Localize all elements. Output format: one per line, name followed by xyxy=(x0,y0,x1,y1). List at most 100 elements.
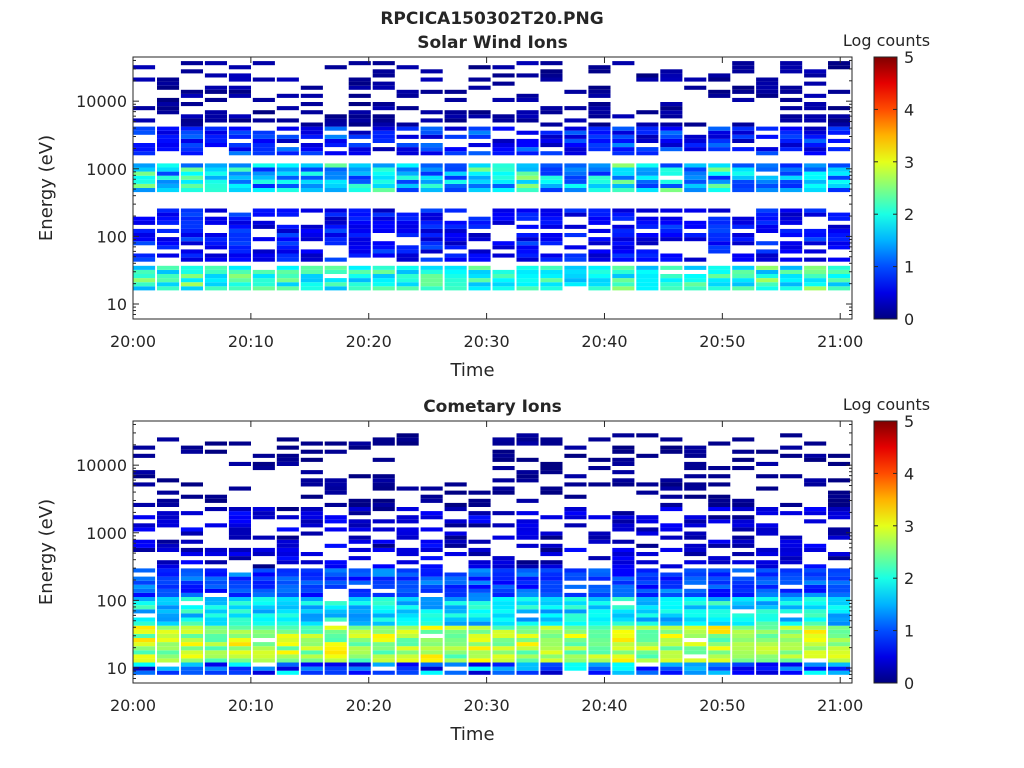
heatmap-cell xyxy=(684,257,707,262)
heatmap-cell xyxy=(516,666,539,671)
heatmap-cell xyxy=(588,265,611,270)
heatmap-cell xyxy=(300,523,323,528)
heatmap-cell xyxy=(780,278,803,283)
heatmap-cell xyxy=(540,175,563,180)
heatmap-cell xyxy=(468,592,491,597)
heatmap-cell xyxy=(780,474,803,479)
heatmap-cell xyxy=(300,670,323,675)
heatmap-cell xyxy=(588,609,611,614)
heatmap-cell xyxy=(468,151,491,156)
heatmap-cell xyxy=(444,147,467,152)
heatmap-cell xyxy=(756,175,779,180)
heatmap-cell xyxy=(804,102,827,107)
heatmap-cell xyxy=(228,269,251,274)
heatmap-cell xyxy=(564,482,587,487)
heatmap-cell xyxy=(157,543,180,548)
heatmap-cell xyxy=(780,625,803,630)
heatmap-cell xyxy=(444,502,467,507)
heatmap-cell xyxy=(133,118,156,123)
heatmap-cell xyxy=(300,629,323,634)
heatmap-cell xyxy=(276,212,299,217)
heatmap-cell xyxy=(396,621,419,626)
heatmap-cell xyxy=(420,134,443,139)
heatmap-cell xyxy=(276,453,299,458)
heatmap-cell xyxy=(444,282,467,287)
x-tick-label: 20:40 xyxy=(581,332,627,351)
heatmap-cell xyxy=(444,175,467,180)
heatmap-cell xyxy=(420,646,443,651)
heatmap-cell xyxy=(540,73,563,78)
heatmap-cell xyxy=(684,282,707,287)
heatmap-cell xyxy=(684,662,707,667)
heatmap-cell xyxy=(588,138,611,143)
heatmap-cell xyxy=(444,278,467,283)
heatmap-cell xyxy=(300,269,323,274)
heatmap-cell xyxy=(588,572,611,577)
heatmap-cell xyxy=(300,175,323,180)
heatmap-cell xyxy=(828,478,851,483)
heatmap-cell xyxy=(636,605,659,610)
heatmap-cell xyxy=(276,572,299,577)
heatmap-cell xyxy=(708,494,731,499)
heatmap-cell xyxy=(228,233,251,238)
heatmap-cell xyxy=(828,461,851,466)
heatmap-cell xyxy=(684,617,707,622)
heatmap-cell xyxy=(780,543,803,548)
heatmap-cell xyxy=(516,143,539,148)
heatmap-cell xyxy=(276,126,299,131)
heatmap-cell xyxy=(420,617,443,622)
heatmap-cell xyxy=(828,183,851,188)
heatmap-cell xyxy=(204,233,227,238)
heatmap-cell xyxy=(636,584,659,589)
heatmap-cell xyxy=(492,556,515,561)
heatmap-cell xyxy=(564,212,587,217)
heatmap-cell xyxy=(588,621,611,626)
heatmap-cell xyxy=(588,629,611,634)
heatmap-cell xyxy=(732,286,755,291)
heatmap-cell xyxy=(732,269,755,274)
heatmap-cell xyxy=(133,609,156,614)
heatmap-cell xyxy=(204,265,227,270)
heatmap-cell xyxy=(636,580,659,585)
heatmap-cell xyxy=(732,527,755,532)
heatmap-cell xyxy=(157,666,180,671)
heatmap-cell xyxy=(348,527,371,532)
heatmap-cell xyxy=(732,666,755,671)
colorbar-tick-label: 3 xyxy=(904,153,914,172)
heatmap-cell xyxy=(396,122,419,127)
heatmap-cell xyxy=(708,89,731,94)
heatmap-cell xyxy=(804,93,827,98)
heatmap-cell xyxy=(180,118,203,123)
heatmap-cell xyxy=(612,576,635,581)
heatmap-cell xyxy=(564,269,587,274)
heatmap-cell xyxy=(612,511,635,516)
heatmap-cell xyxy=(133,106,156,111)
heatmap-cell xyxy=(300,617,323,622)
heatmap-cell xyxy=(444,523,467,528)
heatmap-cell xyxy=(636,257,659,262)
heatmap-cell xyxy=(804,633,827,638)
heatmap-cell xyxy=(396,613,419,618)
heatmap-cell xyxy=(612,515,635,520)
heatmap-cell xyxy=(372,118,395,123)
heatmap-cell xyxy=(324,122,347,127)
heatmap-cell xyxy=(204,269,227,274)
heatmap-cell xyxy=(588,625,611,630)
heatmap-cell xyxy=(612,539,635,544)
heatmap-cell xyxy=(468,265,491,270)
heatmap-cell xyxy=(133,670,156,675)
heatmap-cell xyxy=(684,474,707,479)
heatmap-cell xyxy=(372,658,395,663)
heatmap-cell xyxy=(444,601,467,606)
heatmap-cell xyxy=(660,617,683,622)
panel-title: Solar Wind Ions xyxy=(417,33,568,53)
heatmap-cell xyxy=(324,605,347,610)
heatmap-cell xyxy=(516,609,539,614)
heatmap-cell xyxy=(732,519,755,524)
heatmap-cell xyxy=(228,65,251,70)
heatmap-cell xyxy=(756,126,779,131)
heatmap-cell xyxy=(756,216,779,221)
heatmap-cell xyxy=(228,130,251,135)
heatmap-cell xyxy=(708,126,731,131)
heatmap-cell xyxy=(516,245,539,250)
